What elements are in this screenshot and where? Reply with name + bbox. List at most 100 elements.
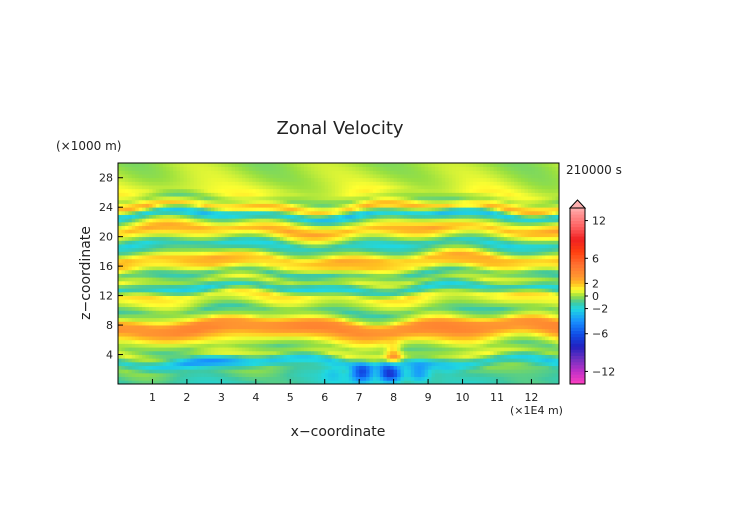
heatmap-cell: [321, 361, 326, 366]
heatmap-cell: [321, 325, 326, 330]
heatmap-cell: [372, 328, 377, 333]
heatmap-cell: [324, 317, 329, 322]
heatmap-cell: [207, 372, 212, 378]
heatmap-cell: [197, 251, 202, 256]
heatmap-cell: [197, 280, 202, 285]
heatmap-cell: [286, 365, 291, 370]
heatmap-cell: [259, 310, 264, 315]
heatmap-cell: [341, 288, 346, 293]
heatmap-cell: [500, 251, 505, 256]
heatmap-cell: [255, 372, 260, 378]
heatmap-cell: [507, 295, 512, 300]
heatmap-cell: [434, 295, 439, 300]
heatmap-cell: [135, 332, 140, 337]
heatmap-cell: [124, 273, 129, 278]
heatmap-cell: [217, 369, 222, 374]
heatmap-cell: [486, 244, 491, 249]
heatmap-cell: [403, 299, 408, 304]
heatmap-cell: [317, 354, 322, 359]
heatmap-cell: [341, 247, 346, 252]
heatmap-cell: [372, 358, 377, 363]
heatmap-cell: [152, 361, 157, 366]
heatmap-cell: [328, 336, 333, 341]
heatmap-cell: [142, 295, 146, 300]
heatmap-cell: [235, 277, 239, 282]
heatmap-cell: [448, 284, 453, 289]
heatmap-cell: [521, 361, 525, 366]
heatmap-cell: [517, 299, 522, 304]
heatmap-cell: [341, 291, 346, 296]
heatmap-cell: [555, 365, 559, 370]
heatmap-cell: [328, 321, 333, 326]
heatmap-cell: [431, 317, 436, 322]
heatmap-cell: [297, 314, 302, 319]
heatmap-cell: [538, 277, 543, 282]
heatmap-cell: [431, 273, 436, 278]
heatmap-cell: [548, 314, 553, 319]
heatmap-cell: [242, 354, 246, 359]
heatmap-cell: [372, 336, 377, 341]
heatmap-cell: [124, 251, 129, 256]
heatmap-cell: [486, 295, 491, 300]
heatmap-cell: [207, 302, 212, 308]
heatmap-cell: [286, 347, 291, 352]
heatmap-cell: [503, 328, 508, 333]
heatmap-cell: [124, 347, 129, 352]
heatmap-cell: [345, 302, 350, 308]
heatmap-cell: [248, 288, 253, 293]
heatmap-cell: [118, 354, 122, 359]
heatmap-cell: [183, 299, 188, 304]
heatmap-cell: [345, 269, 350, 274]
heatmap-cell: [266, 310, 270, 315]
heatmap-cell: [486, 273, 491, 278]
heatmap-cell: [541, 354, 546, 359]
heatmap-cell: [128, 255, 133, 260]
heatmap-cell: [465, 269, 470, 274]
heatmap-cell: [321, 251, 326, 256]
heatmap-cell: [510, 244, 515, 249]
heatmap-cell: [407, 310, 412, 315]
heatmap-cell: [341, 284, 346, 289]
heatmap-cell: [410, 280, 415, 285]
heatmap-cell: [386, 240, 391, 245]
heatmap-cell: [183, 314, 188, 319]
heatmap-cell: [372, 240, 377, 245]
heatmap-cell: [376, 347, 381, 352]
heatmap-cell: [118, 255, 122, 260]
heatmap-cell: [517, 255, 522, 260]
heatmap-cell: [279, 280, 284, 285]
heatmap-cell: [252, 321, 257, 326]
heatmap-cell: [269, 376, 274, 381]
heatmap-cell: [186, 325, 191, 330]
heatmap-cell: [345, 251, 350, 256]
heatmap-cell: [269, 251, 274, 256]
heatmap-cell: [490, 369, 494, 374]
heatmap-cell: [328, 350, 333, 355]
heatmap-cell: [390, 251, 395, 256]
heatmap-cell: [359, 247, 364, 252]
heatmap-cell: [390, 262, 395, 267]
heatmap-cell: [555, 258, 559, 263]
heatmap-cell: [345, 262, 350, 267]
heatmap-cell: [248, 310, 253, 315]
heatmap-cell: [393, 251, 398, 256]
heatmap-cell: [128, 295, 133, 300]
heatmap-cell: [552, 361, 556, 366]
heatmap-cell: [300, 310, 305, 315]
heatmap-cell: [500, 350, 505, 355]
heatmap-cell: [131, 266, 136, 271]
heatmap-cell: [441, 306, 446, 311]
heatmap-cell: [510, 354, 515, 359]
heatmap-cell: [128, 280, 133, 285]
heatmap-cell: [331, 347, 336, 352]
heatmap-cell: [121, 291, 126, 296]
heatmap-cell: [135, 295, 140, 300]
heatmap-cell: [328, 361, 333, 366]
heatmap-cell: [255, 284, 260, 289]
heatmap-cell: [314, 372, 319, 378]
heatmap-cell: [180, 343, 184, 348]
heatmap-cell: [135, 258, 140, 263]
heatmap-cell: [548, 277, 553, 282]
heatmap-cell: [142, 328, 146, 333]
heatmap-cell: [379, 361, 384, 366]
